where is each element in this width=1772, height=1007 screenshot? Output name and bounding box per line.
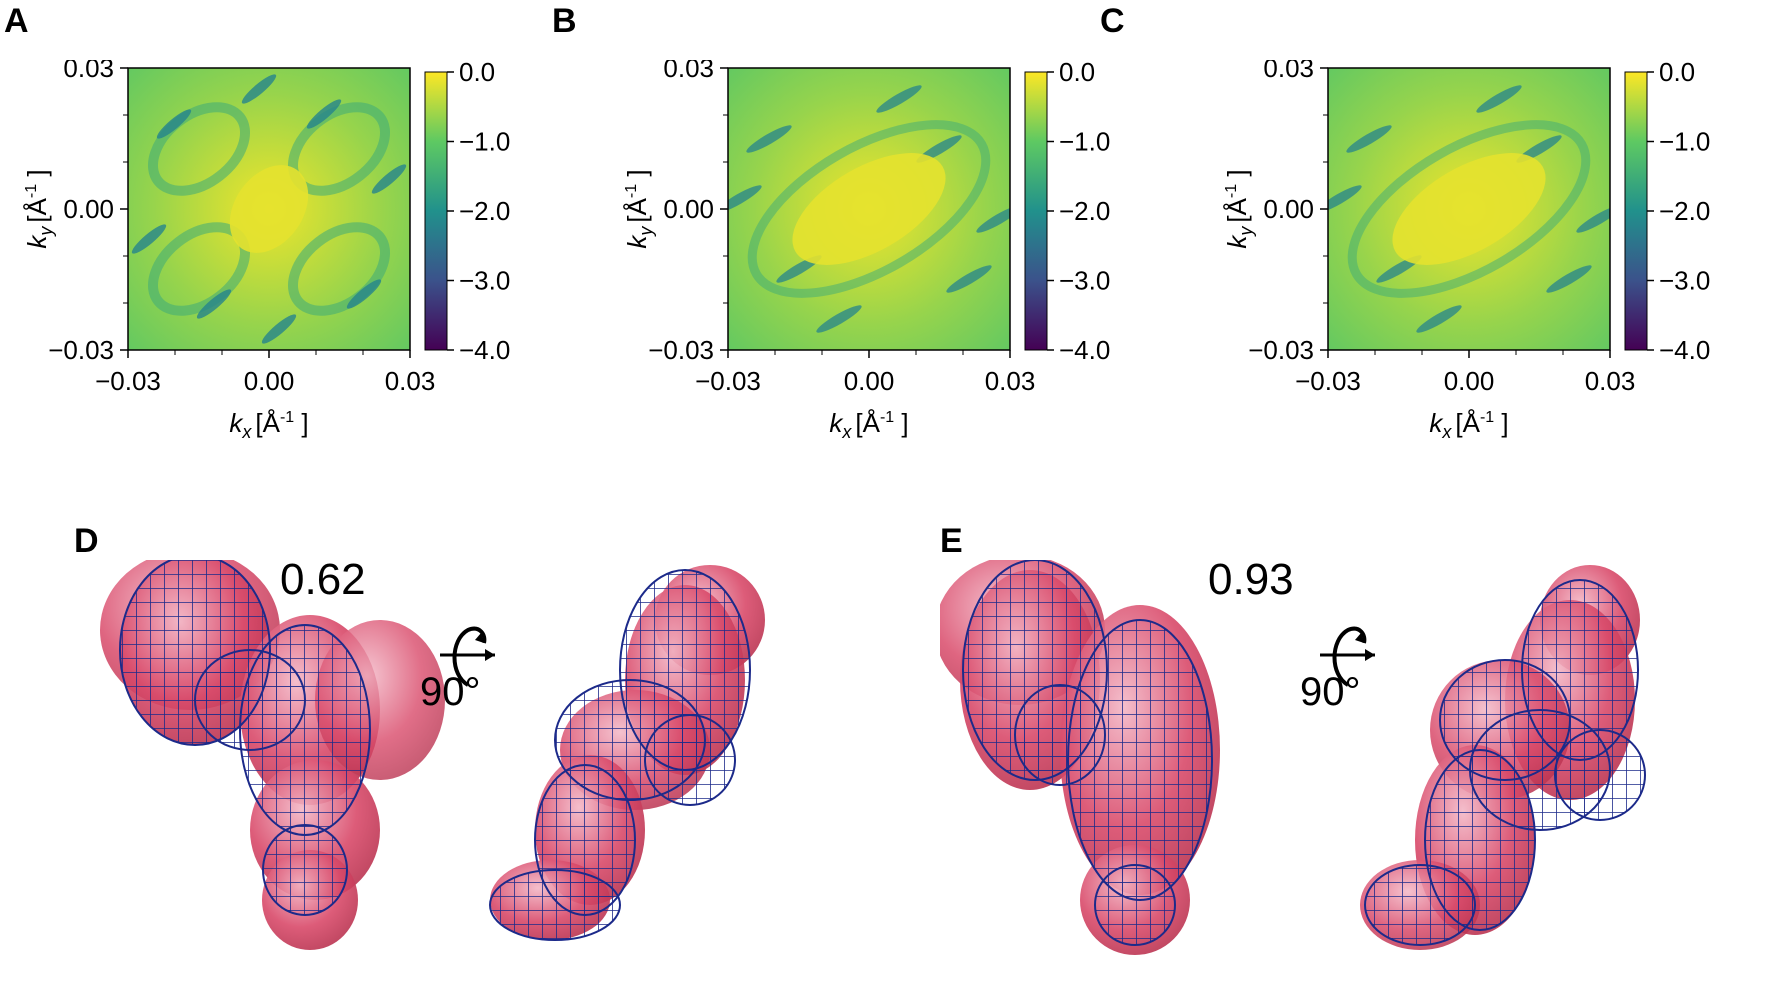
colorbar: [424, 71, 448, 351]
rotation-arrow-icon: [440, 626, 495, 687]
x-tick-label: −0.03: [695, 366, 761, 396]
heatmap-c-image: [1328, 68, 1610, 350]
y-axis-label: ky[Å-1 ]: [622, 169, 656, 248]
y-tick-label: −0.03: [48, 335, 114, 365]
y-axis-label: ky[Å-1 ]: [22, 169, 56, 248]
heatmap-panel-a: −0.03 0.00 0.03 0.03 0.00 −0.03 kx [Å-1 ] ky[Å-1…: [0, 60, 560, 500]
colorbar-tick-label: −1.0: [459, 127, 510, 157]
panel-label-d: D: [74, 522, 99, 560]
y-tick-label: 0.00: [1263, 194, 1314, 224]
structure-d-rotation-label: 90°: [420, 670, 481, 714]
y-tick-label: 0.03: [63, 60, 114, 83]
x-tick-label: 0.00: [244, 366, 295, 396]
panel-label-a: A: [4, 2, 29, 40]
colorbar-tick-label: 0.0: [1059, 60, 1095, 87]
structure-e-front-view: [935, 555, 1220, 955]
x-tick-label: −0.03: [95, 366, 161, 396]
y-tick-label: −0.03: [1248, 335, 1314, 365]
colorbar-tick-label: −2.0: [1659, 196, 1710, 226]
structure-d-rotated-view: [489, 565, 765, 941]
panel-label-b: B: [552, 2, 577, 40]
panel-label-e: E: [940, 522, 963, 560]
colorbar-tick-label: −4.0: [1659, 335, 1710, 365]
structure-e-render: [935, 555, 1646, 955]
colorbar-tick-label: −3.0: [1059, 266, 1110, 296]
x-axis-label: kx [Å-1 ]: [829, 408, 908, 442]
heatmap-panel-c: −0.03 0.00 0.03 0.03 0.00 −0.03 kx [Å-1 ] ky[Å-1…: [1200, 60, 1760, 500]
colorbar-tick-label: −2.0: [459, 196, 510, 226]
colorbar-tick-label: −4.0: [1059, 335, 1110, 365]
colorbar-tick-label: −3.0: [1659, 266, 1710, 296]
y-tick-label: 0.00: [663, 194, 714, 224]
colorbar-tick-label: −2.0: [1059, 196, 1110, 226]
x-tick-label: 0.03: [385, 366, 436, 396]
y-tick-label: 0.03: [1263, 60, 1314, 83]
heatmap-c-svg: −0.03 0.00 0.03 0.03 0.00 −0.03 kx [Å-1 ] ky[Å-1…: [1222, 60, 1710, 442]
x-axis-label: kx [Å-1 ]: [229, 408, 308, 442]
x-tick-label: 0.00: [1444, 366, 1495, 396]
structure-d-render: [100, 550, 765, 950]
y-tick-label: 0.00: [63, 194, 114, 224]
x-tick-label: 0.00: [844, 366, 895, 396]
colorbar-tick-label: −1.0: [1059, 127, 1110, 157]
heatmap-a-svg: −0.03 0.00 0.03 0.03 0.00 −0.03 kx [Å-1 ] ky[Å-1…: [22, 60, 510, 442]
x-tick-label: 0.03: [985, 366, 1036, 396]
structure-e-rotated-view: [1360, 565, 1646, 950]
heatmap-panel-b: −0.03 0.00 0.03 0.03 0.00 −0.03 kx [Å-1 ] ky[Å-1…: [600, 60, 1160, 500]
colorbar: [1624, 71, 1648, 351]
y-tick-label: 0.03: [663, 60, 714, 83]
heatmap-a-image: [128, 68, 410, 350]
structure-e-score: 0.93: [1208, 555, 1294, 604]
structure-d-score: 0.62: [280, 555, 366, 604]
heatmap-b-image: [728, 68, 1010, 350]
structure-panel-d: 0.62 90°: [80, 550, 880, 1000]
structure-d-front-view: [100, 550, 445, 950]
x-tick-label: −0.03: [1295, 366, 1361, 396]
colorbar-tick-label: 0.0: [1659, 60, 1695, 87]
structure-e-rotation-label: 90°: [1300, 670, 1361, 714]
panel-label-c: C: [1100, 2, 1125, 40]
x-tick-label: 0.03: [1585, 366, 1636, 396]
x-axis-label: kx [Å-1 ]: [1429, 408, 1508, 442]
y-tick-label: −0.03: [648, 335, 714, 365]
colorbar-tick-label: 0.0: [459, 60, 495, 87]
heatmap-b-svg: −0.03 0.00 0.03 0.03 0.00 −0.03 kx [Å-1 ] ky[Å-1…: [622, 60, 1110, 442]
colorbar-tick-label: −3.0: [459, 266, 510, 296]
colorbar-tick-label: −4.0: [459, 335, 510, 365]
colorbar: [1024, 71, 1048, 351]
rotation-arrow-icon: [1320, 626, 1375, 687]
structure-panel-e: 0.93 90°: [935, 555, 1760, 1000]
colorbar-tick-label: −1.0: [1659, 127, 1710, 157]
y-axis-label: ky[Å-1 ]: [1222, 169, 1256, 248]
